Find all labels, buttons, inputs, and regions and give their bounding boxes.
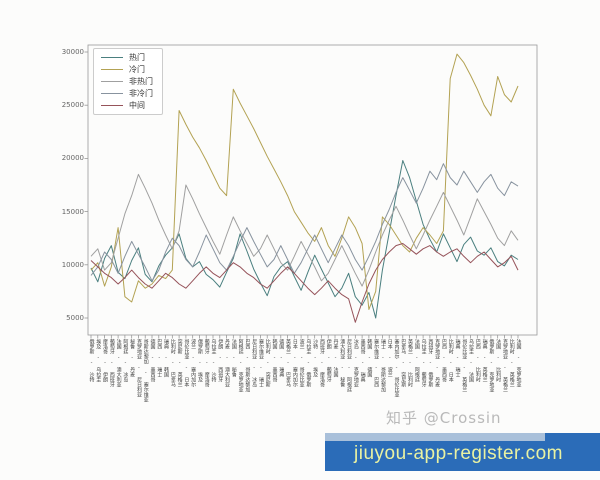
- x-tick-label: 法国 - 澳大利亚: [115, 339, 122, 387]
- series-line-非冷门: [90, 163, 519, 282]
- x-tick-label: 阿根廷 - 冰岛: [122, 339, 129, 382]
- series-line-非热门: [90, 173, 519, 287]
- x-tick-label: 塞尔维亚 - 瑞士: [257, 339, 264, 387]
- legend-item: 非冷门: [101, 89, 153, 98]
- legend-label: 非热门: [129, 77, 153, 86]
- x-tick-label: 俄罗斯 - 沙特: [88, 339, 95, 382]
- x-tick-label: 英格兰 - 巴拿马: [285, 339, 292, 387]
- x-tick-label: 墨西哥 - 瑞典: [359, 339, 366, 382]
- x-tick-label: 突尼斯 - 英格兰: [176, 339, 183, 387]
- y-tick-label: 25000: [61, 101, 84, 110]
- x-tick-label: 比利时 - 突尼斯: [264, 339, 271, 387]
- series-line-热门: [90, 160, 519, 319]
- x-tick-label: 阿根廷 - 克罗地亚: [237, 339, 244, 392]
- x-tick-label: 瑞典 - 韩国: [163, 339, 170, 377]
- series-line-中间: [90, 243, 519, 323]
- plot-spines: [87, 44, 538, 336]
- x-tick-label: 尼日利亚 - 冰岛: [251, 339, 258, 387]
- x-tick-label: 西班牙 - 俄罗斯: [427, 339, 434, 387]
- x-tick-label: 澳大利亚 - 秘鲁: [339, 339, 346, 387]
- legend-item: 非热门: [101, 77, 153, 86]
- x-tick-label: 巴拿马 - 突尼斯: [400, 339, 407, 387]
- x-tick-label: 秘鲁 - 丹麦: [129, 339, 136, 377]
- legend-label: 冷门: [129, 65, 145, 74]
- x-tick-label: 克罗地亚 - 丹麦: [434, 339, 441, 387]
- x-tick-label: 葡萄牙 - 摩洛哥: [203, 339, 210, 387]
- x-tick-label: 俄罗斯 - 埃及: [196, 339, 203, 382]
- x-tick-label: 法国 - 阿根廷: [413, 339, 420, 382]
- y-tick-label: 5000: [66, 314, 84, 322]
- x-tick-label: 日本 - 波兰: [386, 339, 393, 377]
- x-tick-label: 摩洛哥 - 伊朗: [102, 339, 109, 382]
- legend-line-swatch: [101, 81, 123, 82]
- x-tick-label: 尼日利亚 - 阿根廷: [346, 339, 353, 392]
- x-tick-label: 哥斯达黎加 - 塞尔维亚: [142, 339, 149, 402]
- x-tick-label: 巴西 - 比利时: [474, 339, 481, 382]
- x-tick-label: 比利时 - 日本: [447, 339, 454, 382]
- y-tick-label: 15000: [61, 207, 84, 216]
- ad-banner-url-text: jiuyou-app-register.com: [354, 443, 563, 464]
- x-tick-label: 西班牙 - 摩洛哥: [318, 339, 325, 387]
- x-tick-label: 波兰 - 塞内加尔: [190, 339, 197, 387]
- x-tick-label: 俄罗斯 - 克罗地亚: [488, 339, 495, 392]
- x-tick-label: 乌拉圭 - 葡萄牙: [420, 339, 427, 387]
- x-tick-label: 瑞典 - 英格兰: [481, 339, 488, 382]
- zhihu-watermark: 知乎 @Crossin: [386, 409, 502, 427]
- x-tick-label: 巴西 - 哥斯达黎加: [244, 339, 251, 392]
- x-tick-label: 法国 - 克罗地亚: [515, 339, 522, 387]
- legend-line-swatch: [101, 105, 123, 106]
- x-tick-label: 法国 - 秘鲁: [230, 339, 237, 377]
- x-tick-label: 日本 - 塞内加尔: [291, 339, 298, 387]
- x-tick-label: 巴西 - 瑞士: [156, 339, 163, 377]
- legend-line-swatch: [101, 69, 123, 70]
- y-tick-label: 30000: [61, 48, 84, 56]
- x-tick-label: 波兰 - 哥伦比亚: [298, 339, 305, 387]
- x-tick-label: 韩国 - 德国: [366, 339, 373, 377]
- x-tick-label: 比利时 - 巴拿马: [169, 339, 176, 387]
- x-tick-label: 冰岛 - 克罗地亚: [352, 339, 359, 387]
- ad-banner-top-strip: [325, 433, 545, 441]
- x-tick-label: 瑞典 - 瑞士: [454, 339, 461, 377]
- x-tick-label: 埃及 - 乌拉圭: [95, 339, 102, 382]
- x-tick-label: 克罗地亚 - 英格兰: [501, 339, 508, 392]
- legend-line-swatch: [101, 57, 123, 58]
- x-tick-label: 克罗地亚 - 尼日利亚: [135, 339, 142, 397]
- x-tick-label: 哥伦比亚 - 日本: [183, 339, 190, 387]
- x-tick-label: 德国 - 瑞典: [278, 339, 285, 377]
- legend-label: 中间: [129, 101, 145, 110]
- x-tick-label: 比利时 - 英格兰: [508, 339, 515, 387]
- chart-legend: 热门冷门非热门非冷门中间: [93, 48, 163, 115]
- x-tick-label: 伊朗 - 西班牙: [217, 339, 224, 382]
- legend-line-swatch: [101, 93, 123, 94]
- x-tick-label: 乌拉圭 - 俄罗斯: [305, 339, 312, 387]
- x-tick-label: 德国 - 墨西哥: [149, 339, 156, 382]
- x-tick-label: 韩国 - 墨西哥: [271, 339, 278, 382]
- x-tick-label: 瑞士 - 哥斯达黎加: [379, 339, 386, 392]
- legend-item: 中间: [101, 101, 153, 110]
- x-tick-label: 塞尔维亚 - 巴西: [373, 339, 380, 387]
- ad-banner-link[interactable]: jiuyou-app-register.com: [325, 433, 600, 471]
- legend-item: 热门: [101, 53, 153, 62]
- legend-item: 冷门: [101, 65, 153, 74]
- y-tick-label: 20000: [61, 154, 84, 163]
- x-tick-label: 丹麦 - 法国: [332, 339, 339, 377]
- x-tick-label: 伊朗 - 葡萄牙: [325, 339, 332, 382]
- x-tick-label: 乌拉圭 - 沙特: [210, 339, 217, 382]
- x-tick-label: 法国 - 比利时: [495, 339, 502, 382]
- y-tick-label: 10000: [61, 260, 84, 269]
- legend-label: 非冷门: [129, 89, 153, 98]
- x-tick-label: 英格兰 - 比利时: [407, 339, 414, 387]
- x-tick-label: 葡萄牙 - 西班牙: [108, 339, 115, 387]
- x-tick-label: 哥伦比亚 - 英格兰: [461, 339, 468, 392]
- legend-label: 热门: [129, 53, 145, 62]
- x-tick-label: 丹麦 - 澳大利亚: [224, 339, 231, 387]
- x-tick-label: 沙特 - 埃及: [312, 339, 319, 377]
- x-tick-label: 巴西 - 墨西哥: [440, 339, 447, 382]
- x-tick-label: 乌拉圭 - 法国: [468, 339, 475, 382]
- x-tick-label: 塞内加尔 - 哥伦比亚: [393, 339, 400, 397]
